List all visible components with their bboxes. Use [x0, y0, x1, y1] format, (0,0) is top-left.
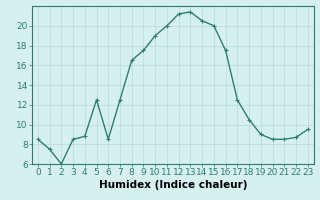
- X-axis label: Humidex (Indice chaleur): Humidex (Indice chaleur): [99, 180, 247, 190]
